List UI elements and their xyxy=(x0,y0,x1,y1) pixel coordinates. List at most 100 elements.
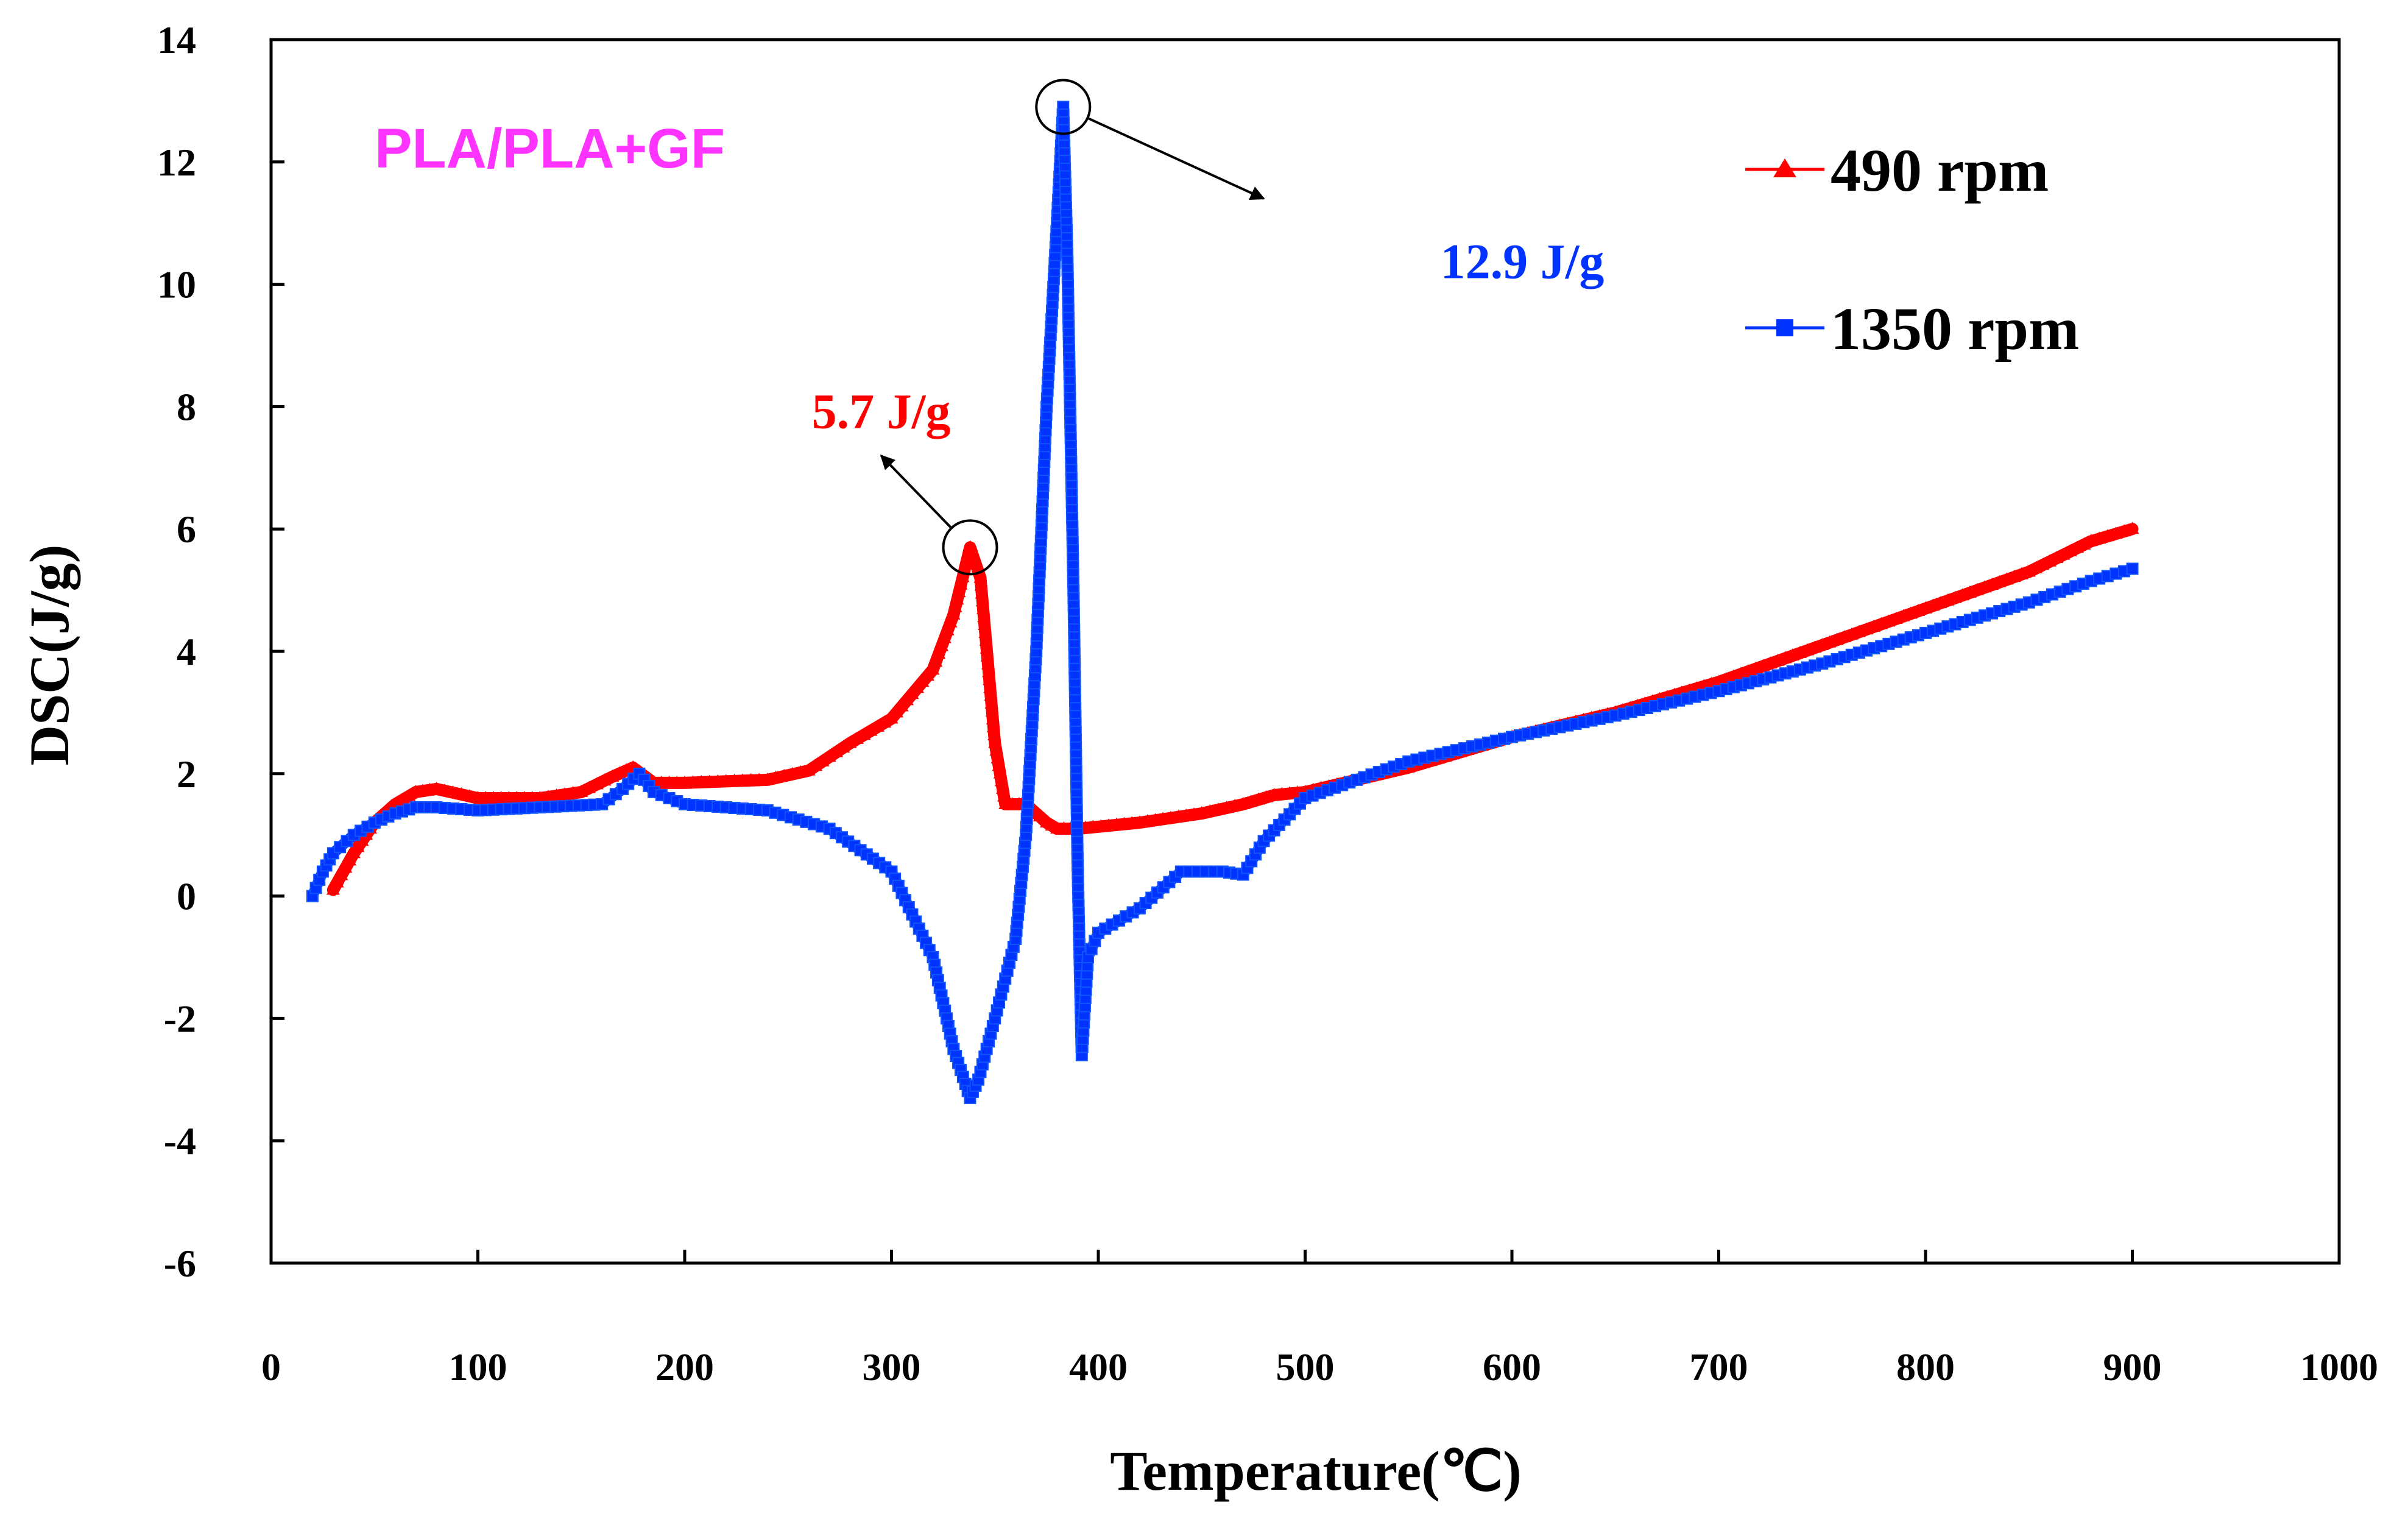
data-point xyxy=(937,631,952,643)
data-point xyxy=(864,723,878,736)
x-axis-title: Temperature(℃) xyxy=(1110,1440,1522,1502)
data-point xyxy=(916,675,930,687)
x-axis-tick-labels: 0 100 200 300 400 500 600 700 800 900 1000 xyxy=(261,1345,2378,1389)
data-point xyxy=(612,766,626,779)
data-point xyxy=(395,793,409,806)
data-point xyxy=(950,592,964,605)
annotation-arrow xyxy=(880,454,953,529)
y-tick-label: 10 xyxy=(157,263,196,306)
chart-subtitle: PLA/PLA+GF xyxy=(375,118,725,180)
data-point xyxy=(438,783,452,796)
data-point xyxy=(454,787,468,799)
y-axis-ticks xyxy=(271,38,284,1265)
data-point xyxy=(2050,551,2064,564)
legend-marker-490 xyxy=(1773,158,1796,177)
data-point xyxy=(984,689,998,701)
data-point xyxy=(920,668,934,681)
data-point xyxy=(829,745,843,757)
data-point xyxy=(606,769,620,782)
series-layer xyxy=(306,101,2139,1104)
y-tick-label: 0 xyxy=(177,875,196,918)
data-point xyxy=(992,759,1006,771)
legend: 490 rpm 1350 rpm xyxy=(1745,136,2079,363)
data-point xyxy=(975,586,989,599)
annotation-label: 12.9 J/g xyxy=(1441,234,1605,289)
data-point xyxy=(987,728,1001,740)
data-point xyxy=(978,617,992,630)
data-point xyxy=(462,788,476,801)
y-tick-label: -2 xyxy=(164,997,196,1040)
data-point xyxy=(977,610,991,623)
data-point xyxy=(822,749,836,762)
y-axis-tick-labels: -6 -4 -2 0 2 4 6 8 10 12 14 xyxy=(157,18,196,1285)
data-point xyxy=(982,665,996,678)
data-point xyxy=(850,731,864,744)
y-tick-label: 12 xyxy=(157,141,196,184)
data-point xyxy=(2022,564,2036,577)
annotation-layer: 5.7 J/g 12.9 J/g xyxy=(812,79,1605,576)
data-point xyxy=(326,882,340,895)
data-point xyxy=(979,633,993,646)
data-point xyxy=(2036,558,2050,570)
data-point xyxy=(334,868,348,880)
annotation-circle xyxy=(1035,79,1092,135)
data-point xyxy=(884,711,899,724)
data-point xyxy=(995,781,1009,794)
y-tick-label: 6 xyxy=(177,508,196,551)
data-point xyxy=(347,846,361,859)
data-point xyxy=(900,693,914,706)
data-point xyxy=(985,704,999,717)
data-point xyxy=(952,584,966,597)
y-tick-label: 8 xyxy=(177,385,196,428)
x-tick-label: 700 xyxy=(1690,1345,1748,1389)
data-point xyxy=(574,784,588,797)
y-tick-label: 14 xyxy=(157,18,196,62)
data-point xyxy=(2125,522,2139,534)
y-tick-label: -4 xyxy=(164,1119,196,1163)
data-point xyxy=(619,763,633,776)
x-tick-label: 300 xyxy=(863,1345,921,1389)
data-point xyxy=(598,773,612,786)
data-point xyxy=(980,649,994,662)
x-tick-label: 1000 xyxy=(2300,1345,2378,1389)
data-point xyxy=(944,615,958,628)
data-point xyxy=(2077,537,2091,550)
data-point xyxy=(959,554,973,567)
data-point xyxy=(983,681,997,693)
data-point xyxy=(989,743,1003,756)
data-point xyxy=(984,696,998,709)
data-point xyxy=(993,766,1007,779)
data-point xyxy=(932,646,946,659)
data-point xyxy=(954,577,968,590)
data-point xyxy=(889,705,903,718)
data-point xyxy=(947,607,961,620)
data-point xyxy=(330,875,344,888)
data-point xyxy=(994,774,1008,787)
y-tick-label: -6 xyxy=(164,1242,196,1285)
data-point xyxy=(973,570,987,583)
data-point xyxy=(590,777,604,790)
data-point xyxy=(997,789,1011,802)
data-point xyxy=(941,623,955,636)
x-tick-label: 200 xyxy=(655,1345,714,1389)
data-point xyxy=(2126,562,2139,575)
data-point xyxy=(870,719,884,732)
data-point xyxy=(2057,547,2071,560)
data-point xyxy=(351,840,365,852)
x-tick-label: 800 xyxy=(1896,1345,1955,1389)
x-tick-label: 900 xyxy=(2103,1345,2162,1389)
plot-area xyxy=(269,38,2341,1265)
x-tick-label: 0 xyxy=(261,1345,281,1389)
annotation-circle xyxy=(942,519,998,576)
data-point xyxy=(2029,561,2043,573)
data-point xyxy=(983,673,997,685)
x-tick-label: 400 xyxy=(1069,1345,1128,1389)
data-point xyxy=(2070,540,2084,553)
data-point xyxy=(974,578,988,591)
x-axis-ticks xyxy=(269,1250,2341,1263)
data-point xyxy=(429,781,443,794)
data-point xyxy=(978,625,992,638)
data-point xyxy=(905,687,919,699)
data-point xyxy=(981,657,995,670)
data-point xyxy=(809,759,823,771)
